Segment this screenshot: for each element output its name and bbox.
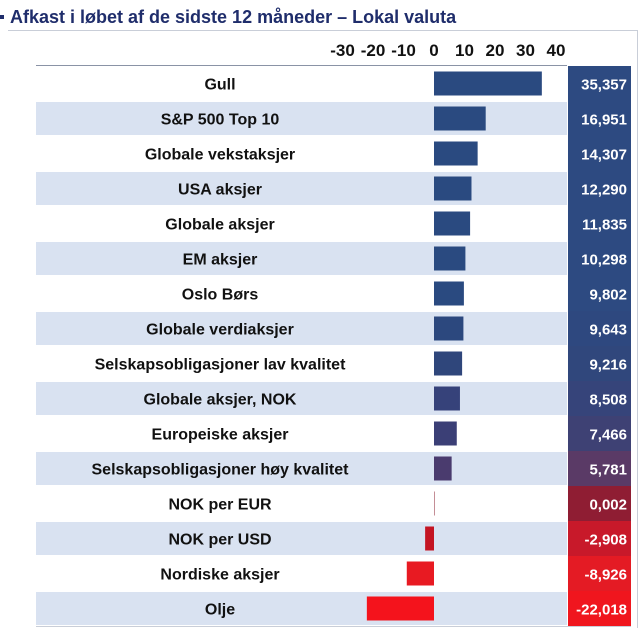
bar [434, 421, 457, 446]
value-label: 8,508 [589, 392, 627, 409]
row-band [36, 592, 567, 625]
value-label: -22,018 [576, 602, 627, 619]
value-cell [568, 171, 631, 206]
title-bullet [0, 15, 4, 19]
row-band [36, 382, 567, 415]
frame-right-border [637, 30, 638, 628]
bar [406, 561, 434, 586]
value-label: 10,298 [581, 252, 627, 269]
category-label: Olje [205, 602, 235, 619]
row-band [36, 522, 567, 555]
value-label: 11,835 [582, 217, 627, 234]
value-cell [568, 206, 631, 241]
bar [434, 316, 464, 341]
value-cell [568, 591, 631, 626]
category-label: Nordiske aksjer [160, 567, 279, 584]
category-label: Globale verdiaksjer [146, 322, 294, 339]
bar [434, 281, 464, 306]
value-cell [568, 136, 631, 171]
value-cell [568, 451, 631, 486]
bar [434, 386, 460, 411]
category-label: NOK per USD [168, 532, 271, 549]
row-band [36, 452, 567, 485]
category-label: Selskapsobligasjoner lav kvalitet [95, 357, 346, 374]
bar [434, 351, 463, 376]
category-label: EM aksjer [183, 252, 258, 269]
category-label: USA aksjer [178, 182, 262, 199]
bar [434, 71, 542, 96]
x-tick-label: 10 [455, 41, 474, 60]
bar [366, 596, 434, 621]
bar [434, 176, 472, 201]
category-label: Europeiske aksjer [152, 427, 289, 444]
value-cell [568, 241, 631, 276]
value-cell [568, 521, 631, 556]
category-label: NOK per EUR [168, 497, 272, 514]
category-label: Oslo Børs [182, 287, 259, 304]
value-cell [568, 66, 631, 101]
bar [434, 491, 435, 516]
category-label: Globale aksjer [165, 217, 274, 234]
row-band [36, 242, 567, 275]
value-label: 14,307 [581, 147, 627, 164]
value-label: 16,951 [581, 112, 627, 129]
chart-title: Afkast i løbet af de sidste 12 måneder –… [10, 6, 457, 27]
category-label: S&P 500 Top 10 [161, 112, 280, 129]
value-cell [568, 486, 631, 521]
value-label: -8,926 [584, 567, 627, 584]
value-label: 35,357 [581, 77, 627, 94]
x-tick-label: 30 [516, 41, 535, 60]
x-tick-label: 20 [486, 41, 505, 60]
value-label: 0,002 [589, 497, 627, 514]
row-band [36, 312, 567, 345]
value-label: 9,643 [589, 322, 627, 339]
value-cell [568, 101, 631, 136]
value-cell [568, 556, 631, 591]
value-cell [568, 346, 631, 381]
category-label: Selskapsobligasjoner høy kvalitet [92, 462, 350, 479]
value-cell [568, 311, 631, 346]
bar [434, 141, 478, 166]
value-label: 9,216 [589, 357, 627, 374]
value-label: 7,466 [589, 427, 627, 444]
value-label: 9,802 [589, 287, 627, 304]
bar [425, 526, 434, 551]
value-cell [568, 416, 631, 451]
value-label: -2,908 [584, 532, 627, 549]
x-tick-label: 40 [547, 41, 566, 60]
bar [434, 246, 466, 271]
value-cell [568, 276, 631, 311]
frame-top-border [8, 30, 638, 31]
category-label: Globale vekstaksjer [145, 147, 295, 164]
x-tick-label: -10 [391, 41, 416, 60]
x-tick-label: 0 [429, 41, 438, 60]
title-bar: Afkast i løbet af de sidste 12 måneder –… [0, 4, 641, 30]
category-label: Gull [204, 77, 235, 94]
bar [434, 106, 486, 131]
bar [434, 456, 452, 481]
x-axis-line [36, 65, 567, 66]
value-cell [568, 381, 631, 416]
x-tick-label: -30 [330, 41, 355, 60]
value-label: 5,781 [589, 462, 627, 479]
value-label: 12,290 [581, 182, 627, 199]
row-band [36, 102, 567, 135]
x-tick-label: -20 [361, 41, 386, 60]
bottom-border [36, 626, 631, 627]
row-band [36, 172, 567, 205]
category-label: Globale aksjer, NOK [144, 392, 297, 409]
bar [434, 211, 471, 236]
